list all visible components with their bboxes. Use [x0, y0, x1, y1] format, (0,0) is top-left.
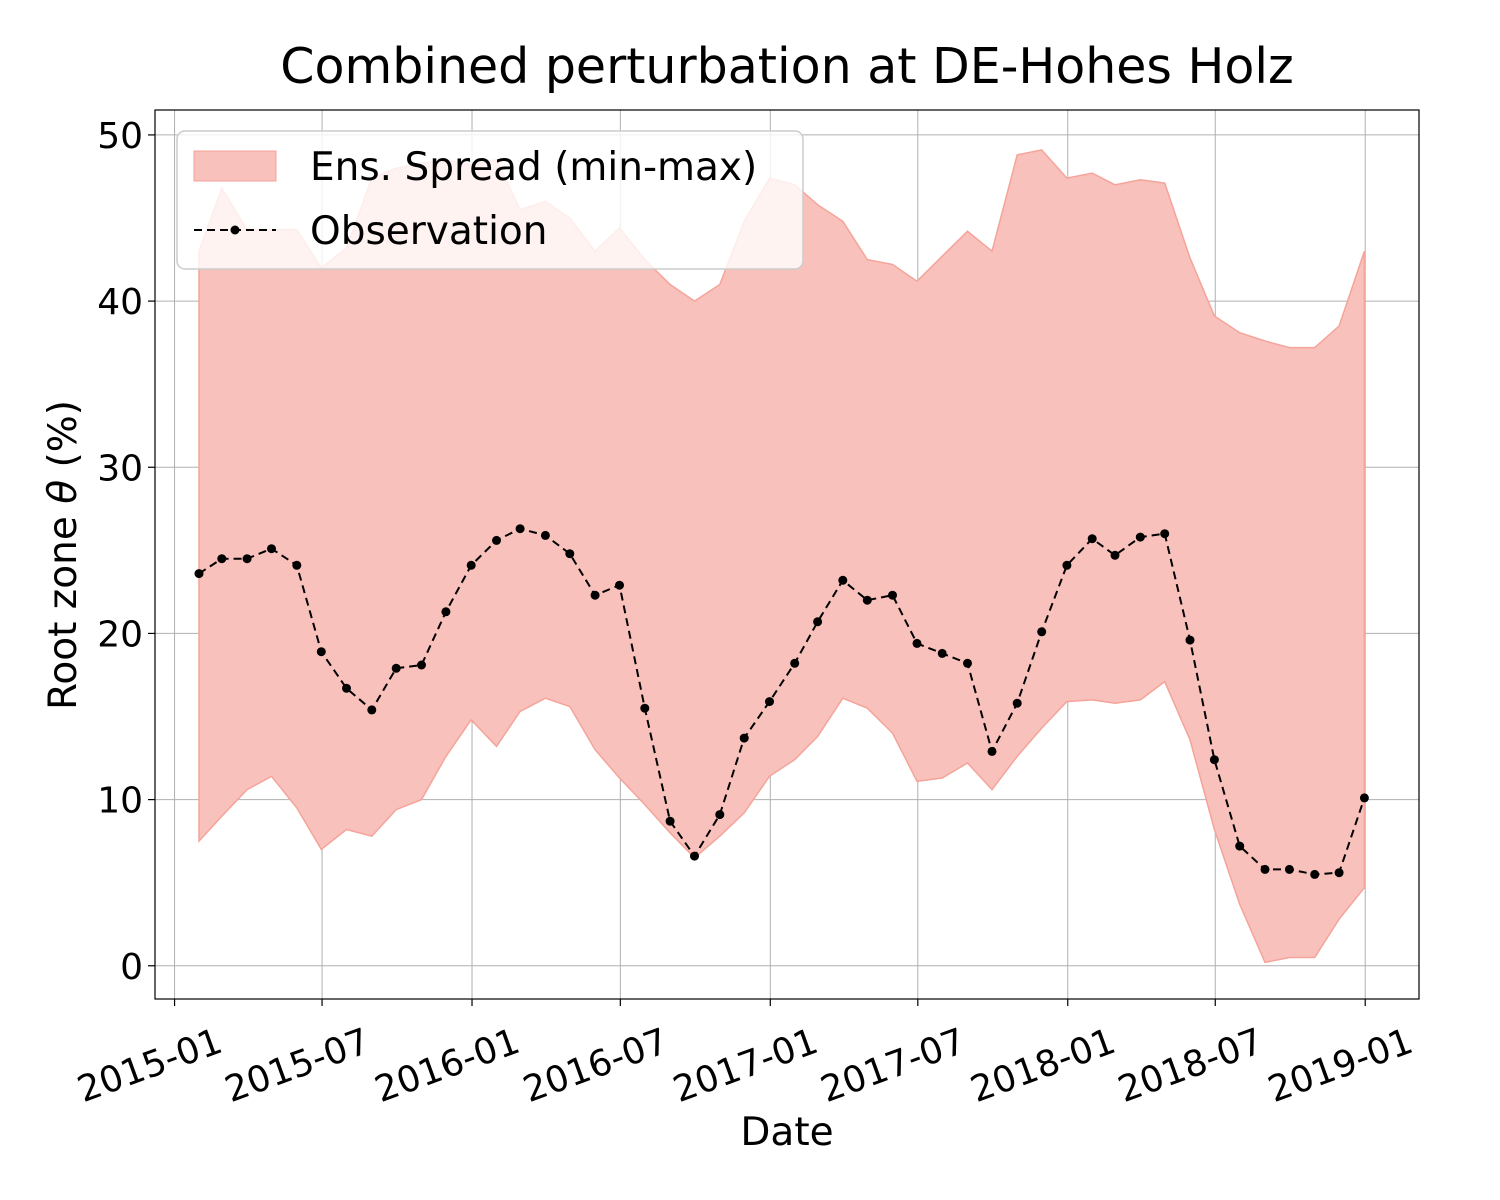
observation-point — [1284, 864, 1294, 874]
y-tick-label: 50 — [97, 116, 143, 157]
observation-point — [466, 560, 476, 570]
y-tick-label: 0 — [120, 947, 143, 988]
observation-point — [739, 733, 749, 743]
observation-point — [912, 638, 922, 648]
y-axis-label-prefix: Root zone — [41, 504, 86, 710]
y-tick-label: 30 — [97, 448, 143, 489]
x-tick-label: 2018-01 — [965, 1021, 1120, 1111]
legend-band-swatch — [193, 150, 277, 182]
observation-point — [838, 575, 848, 585]
observation-point — [640, 703, 650, 713]
observation-point — [217, 554, 227, 564]
observation-point — [590, 590, 600, 600]
observation-point — [342, 683, 351, 693]
observation-point — [391, 663, 401, 673]
legend: Ens. Spread (min-max) Observation — [176, 130, 804, 270]
x-tick-label: 2018-07 — [1113, 1021, 1268, 1111]
x-tick-label: 2015-01 — [72, 1021, 227, 1111]
x-tick-label: 2019-01 — [1263, 1021, 1418, 1111]
observation-point — [1037, 627, 1047, 637]
x-tick-label: 2015-07 — [220, 1021, 375, 1111]
observation-point — [565, 549, 575, 559]
x-axis: 2015-012015-072016-012016-072017-012017-… — [72, 999, 1418, 1111]
x-axis-label: Date — [740, 1110, 833, 1155]
observation-point — [665, 816, 675, 826]
band-layer — [198, 149, 1366, 964]
observation-point — [1012, 698, 1022, 708]
observation-point — [888, 590, 897, 600]
legend-marker — [230, 225, 240, 235]
x-tick-label: 2017-07 — [816, 1021, 971, 1111]
y-tick-label: 10 — [97, 781, 143, 822]
x-tick-label: 2016-01 — [370, 1021, 525, 1111]
observation-point — [515, 524, 525, 534]
y-axis: 0 10 20 30 40 50 — [97, 116, 155, 988]
observation-point — [1185, 635, 1195, 645]
observation-point — [267, 544, 276, 554]
observation-point — [367, 705, 377, 715]
observation-point — [1359, 793, 1369, 803]
plot-frame — [154, 109, 1420, 1000]
observation-point — [963, 658, 972, 668]
observation-point — [690, 851, 699, 861]
observation-point — [1334, 868, 1344, 878]
observation-line — [198, 527, 1366, 876]
observation-point — [813, 617, 823, 627]
legend-label-spread: Ens. Spread (min-max) — [310, 145, 757, 190]
observation-point — [441, 607, 451, 617]
chart-title: Combined perturbation at DE-Hohes Holz — [280, 38, 1293, 95]
observation-point — [1310, 869, 1320, 879]
observation-point — [540, 530, 550, 540]
observation-point — [1235, 841, 1245, 851]
observation-point — [862, 595, 872, 605]
observation-point — [1209, 755, 1219, 765]
observation-point — [194, 569, 204, 579]
observation-point — [1160, 529, 1170, 539]
y-tick-label: 20 — [97, 614, 143, 655]
observation-point — [987, 746, 997, 756]
observation-point — [615, 580, 624, 590]
observation-point — [242, 554, 252, 564]
observation-point — [937, 648, 947, 658]
observation-point — [1062, 560, 1072, 570]
observation-point — [1110, 550, 1120, 560]
observation-point — [316, 647, 326, 657]
observation-point — [417, 660, 426, 670]
legend-box — [176, 130, 804, 270]
observation-point — [292, 560, 302, 570]
y-axis-label: Root zone θ (%) — [41, 400, 86, 710]
line-layer — [194, 524, 1369, 879]
observation-point — [790, 658, 800, 668]
ensemble-spread-band — [198, 149, 1366, 964]
y-tick-label: 40 — [97, 282, 143, 323]
observation-point — [1087, 534, 1097, 544]
observation-point — [1260, 864, 1270, 874]
x-tick-label: 2016-07 — [518, 1021, 673, 1111]
observation-point — [715, 810, 725, 820]
x-tick-label: 2017-01 — [668, 1021, 823, 1111]
observation-point — [492, 535, 501, 545]
y-axis-label-suffix: (%) — [41, 400, 86, 480]
observation-point — [1135, 532, 1145, 542]
y-axis-label-symbol: θ — [41, 480, 86, 504]
legend-label-observation: Observation — [310, 209, 548, 254]
observation-point — [765, 697, 774, 707]
